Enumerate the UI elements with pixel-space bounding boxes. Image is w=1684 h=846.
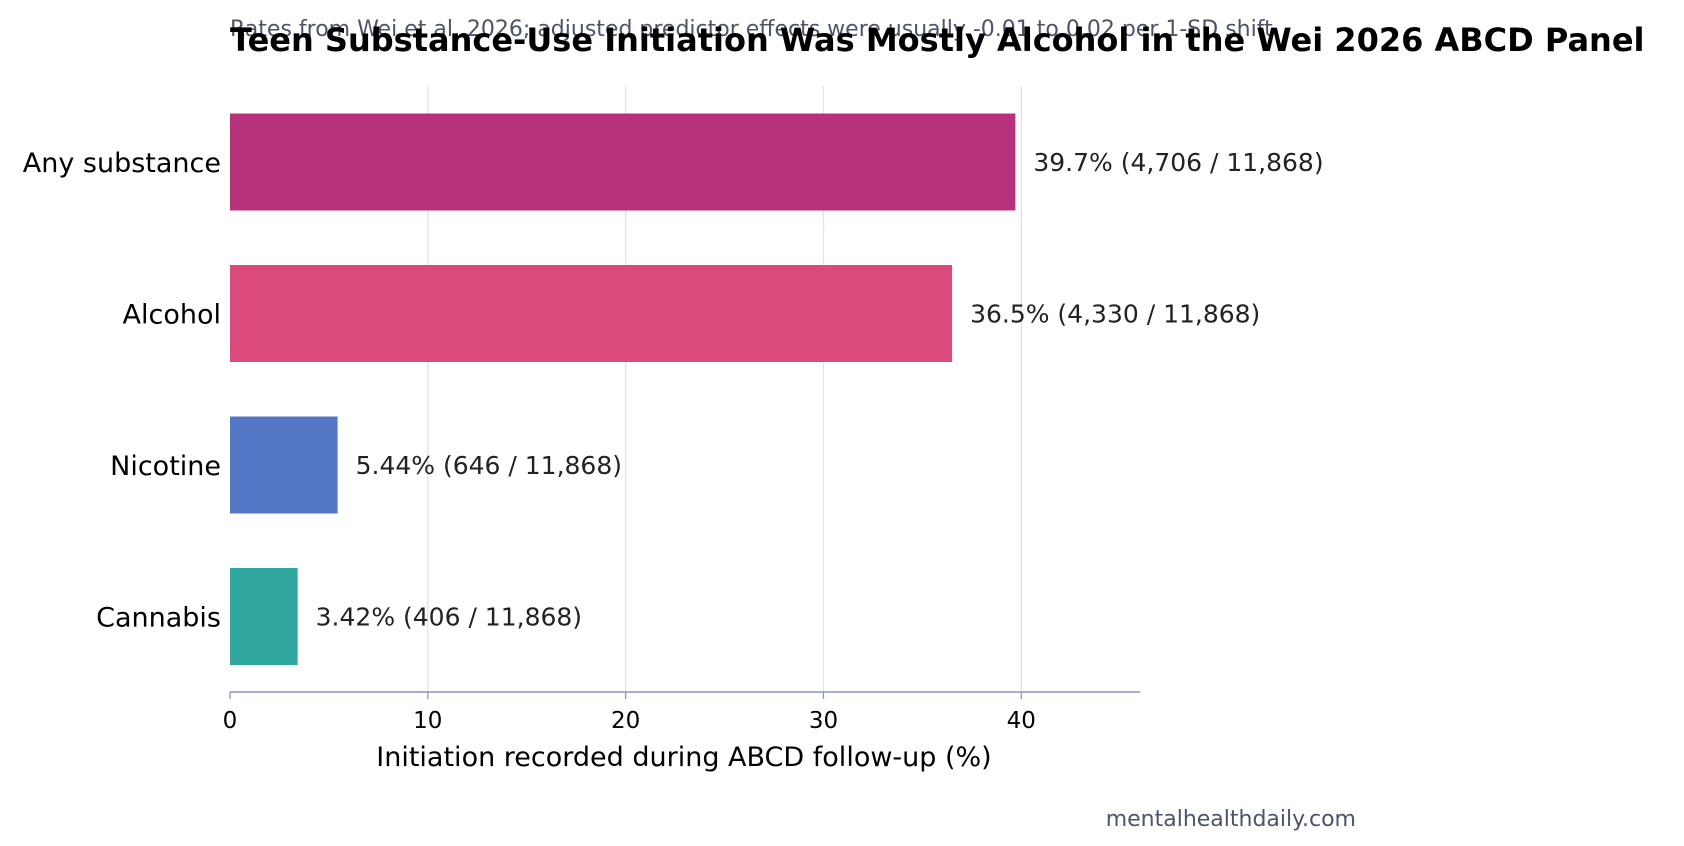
source-credit: mentalhealthdaily.com <box>1106 807 1356 832</box>
x-tick-label: 30 <box>809 708 838 734</box>
value-label: 36.5% (4,330 / 11,868) <box>970 300 1260 329</box>
bar <box>230 416 338 514</box>
category-labels: Any substance Alcohol Nicotine Cannabis <box>23 148 221 634</box>
bar <box>230 265 953 362</box>
category-label: Any substance <box>23 148 221 179</box>
x-tick-label: 40 <box>1007 708 1036 734</box>
x-tick-label: 0 <box>223 708 238 734</box>
bar <box>230 113 1016 211</box>
category-label: Cannabis <box>96 603 221 634</box>
bars <box>230 113 1016 665</box>
x-tick-label: 20 <box>611 708 640 734</box>
value-label: 39.7% (4,706 / 11,868) <box>1033 148 1323 177</box>
category-label: Nicotine <box>110 451 221 482</box>
value-label: 3.42% (406 / 11,868) <box>316 603 582 632</box>
category-label: Alcohol <box>123 300 221 331</box>
x-axis-title: Initiation recorded during ABCD follow-u… <box>376 742 991 773</box>
value-label: 5.44% (646 / 11,868) <box>356 451 622 480</box>
chart-title: Teen Substance-Use Initiation Was Mostly… <box>230 21 1644 59</box>
x-axis-ticks: 0 10 20 30 40 <box>223 692 1036 734</box>
value-labels: 39.7% (4,706 / 11,868) 36.5% (4,330 / 11,… <box>316 148 1324 632</box>
x-tick-label: 10 <box>413 708 442 734</box>
chart-subtitle: Rates from Wei et al. 2026; adjusted pre… <box>230 17 1273 42</box>
bar <box>230 568 298 665</box>
